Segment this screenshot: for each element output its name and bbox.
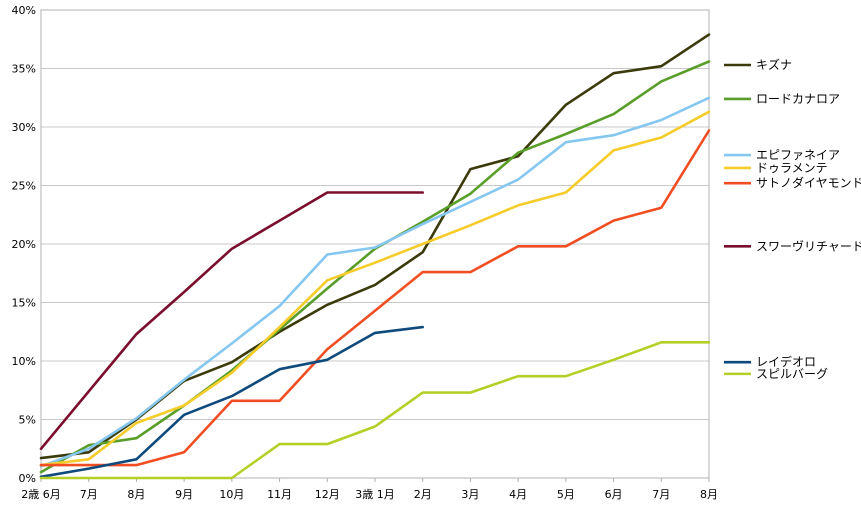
legend-label-6: レイデオロ (756, 354, 816, 369)
x-tick-label: 7月 (80, 488, 98, 501)
x-tick-label: 2歳 6月 (21, 488, 61, 501)
x-tick-label: 3歳 1月 (355, 488, 395, 501)
series-line-7 (39, 340, 711, 480)
y-tick-label: 20% (12, 238, 36, 251)
y-tick-label: 10% (12, 355, 36, 368)
y-tick-label: 35% (12, 63, 36, 76)
series-line-2 (39, 96, 711, 468)
series-line-6 (39, 325, 425, 479)
x-tick-label: 8月 (700, 488, 718, 501)
x-tick-label: 5月 (557, 488, 575, 501)
x-tick-label: 4月 (509, 488, 527, 501)
x-tick-label: 11月 (267, 488, 292, 501)
legend-label-5: スワーヴリチャード (756, 238, 861, 253)
y-tick-label: 40% (12, 4, 36, 17)
x-tick-label: 12月 (315, 488, 340, 501)
series-line-5 (39, 191, 425, 451)
x-tick-label: 3月 (461, 488, 479, 501)
x-tick-label: 2月 (414, 488, 432, 501)
y-tick-label: 30% (12, 121, 36, 134)
legend-label-0: キズナ (756, 57, 792, 72)
x-tick-label: 10月 (219, 488, 244, 501)
y-tick-label: 25% (12, 180, 36, 193)
x-tick-label: 8月 (127, 488, 145, 501)
y-tick-label: 0% (19, 472, 36, 485)
legend-label-4: サトノダイヤモンド (756, 175, 861, 190)
legend-label-3: ドゥラメンテ (756, 161, 828, 175)
series-line-4 (39, 129, 711, 467)
series-line-1 (39, 60, 711, 474)
legend-label-2: エピファネイア (756, 148, 840, 162)
x-tick-label: 7月 (652, 488, 670, 501)
x-tick-label: 9月 (175, 488, 193, 501)
y-tick-label: 5% (19, 414, 36, 427)
y-tick-label: 15% (12, 297, 36, 310)
legend-label-1: ロードカナロア (756, 92, 840, 106)
x-tick-label: 6月 (605, 488, 623, 501)
series-line-3 (39, 110, 711, 467)
legend-label-7: スピルバーグ (756, 367, 828, 381)
